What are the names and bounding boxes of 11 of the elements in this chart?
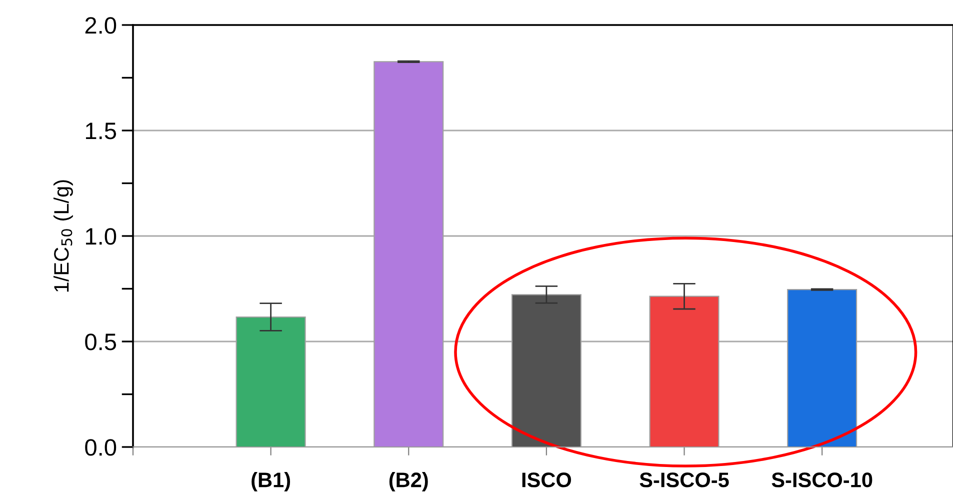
- y-axis-title: 1/EC$_{50}$ (L/g): [54, 180, 73, 292]
- x-tick-label: ISCO: [522, 472, 572, 488]
- x-tick-label: S-ISCO-5: [640, 472, 729, 488]
- y-tick-label: 0.0: [85, 439, 116, 456]
- y-tick-label: 2.0: [85, 17, 116, 34]
- x-tick-label: S-ISCO-10: [772, 472, 872, 488]
- y-tick-label: 1.5: [86, 122, 116, 140]
- x-tick-label: (B1): [252, 472, 290, 492]
- y-tick-label: 0.5: [85, 334, 116, 350]
- x-tick-label: (B2): [389, 472, 428, 492]
- y-tick-label: 1.0: [86, 228, 116, 245]
